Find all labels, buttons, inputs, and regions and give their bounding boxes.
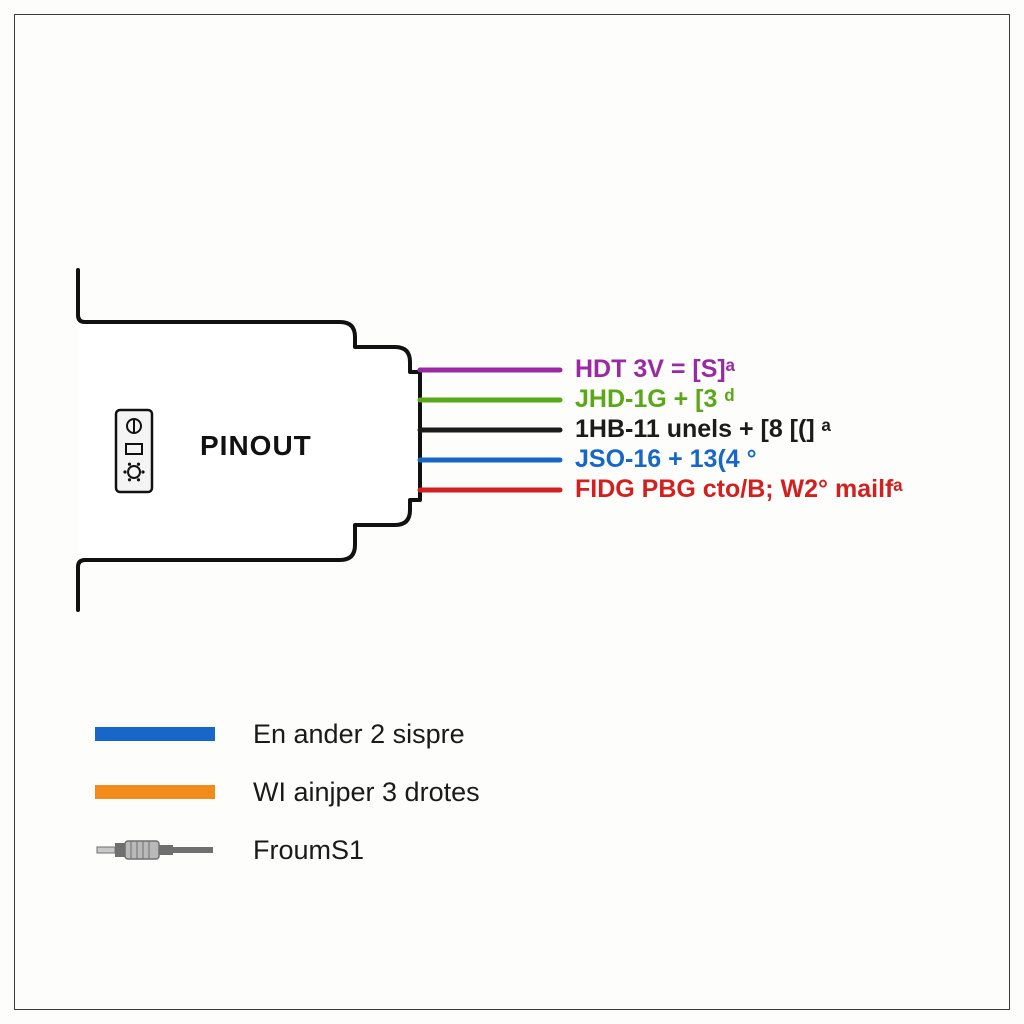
wires bbox=[420, 370, 560, 490]
connector-label: PINOUT bbox=[200, 430, 312, 462]
connector-inner-block bbox=[116, 410, 152, 492]
legend: En ander 2 sispre WI ainjper 3 drotes Fro… bbox=[95, 705, 480, 879]
legend-swatch bbox=[95, 785, 215, 799]
wire-label: JSO-16 + 13(4 ° bbox=[575, 445, 757, 474]
wire-label: 1HB-11 unels + [8 [(] ᵃ bbox=[575, 415, 831, 444]
wire-label: HDT 3V = [S]ᵃ bbox=[575, 355, 735, 384]
wire-label: JHD-1G + [3 ᵈ bbox=[575, 385, 734, 414]
legend-swatch bbox=[95, 727, 215, 741]
wire-label: FIDG PBG cto/B; W2° mailfᵃ bbox=[575, 475, 903, 504]
legend-row: WI ainjper 3 drotes bbox=[95, 763, 480, 821]
legend-label: WI ainjper 3 drotes bbox=[253, 777, 480, 808]
legend-label: FroumS1 bbox=[253, 835, 364, 866]
antenna-plug-icon bbox=[95, 835, 215, 865]
legend-row: FroumS1 bbox=[95, 821, 480, 879]
legend-row: En ander 2 sispre bbox=[95, 705, 480, 763]
legend-label: En ander 2 sispre bbox=[253, 719, 465, 750]
